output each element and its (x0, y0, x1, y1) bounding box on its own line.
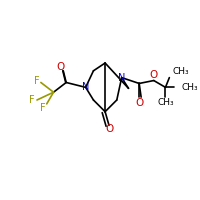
Text: F: F (34, 76, 40, 86)
Text: F: F (29, 95, 35, 105)
Text: O: O (150, 70, 158, 80)
Text: N: N (82, 82, 89, 92)
Text: O: O (135, 98, 143, 108)
Text: CH₃: CH₃ (172, 67, 189, 76)
Text: O: O (106, 124, 114, 134)
Text: N: N (118, 73, 125, 83)
Text: CH₃: CH₃ (157, 98, 174, 107)
Text: CH₃: CH₃ (181, 83, 198, 92)
Text: F: F (40, 103, 46, 113)
Text: O: O (56, 62, 64, 72)
